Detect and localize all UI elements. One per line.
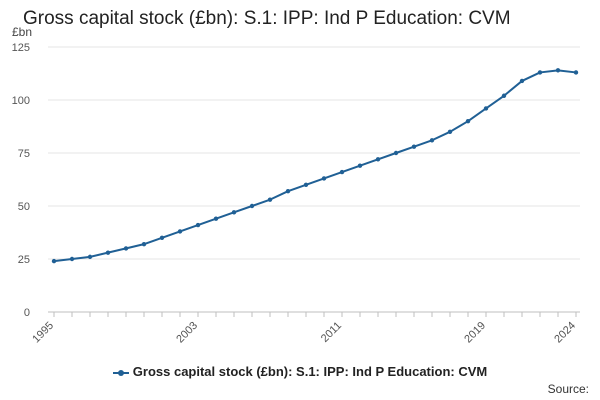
y-tick-label: 50: [18, 201, 30, 213]
x-tick-label: 2019: [462, 320, 488, 346]
y-tick-label: 100: [12, 95, 30, 107]
data-point: [375, 157, 381, 162]
data-point: [195, 222, 201, 228]
data-point: [267, 197, 273, 202]
y-axis-label: £bn: [12, 25, 32, 39]
data-point: [447, 129, 453, 134]
data-point: [69, 256, 75, 262]
data-point: [213, 216, 219, 221]
data-point: [87, 254, 93, 260]
y-tick-label: 25: [18, 254, 30, 266]
data-point: [393, 150, 399, 156]
data-point: [159, 235, 165, 240]
x-tick-label: 2024: [552, 320, 578, 346]
data-point: [501, 93, 507, 98]
data-point: [555, 68, 561, 73]
data-point: [321, 176, 327, 181]
data-point: [105, 250, 111, 255]
data-point: [141, 241, 147, 247]
data-point: [249, 203, 255, 209]
data-point: [537, 70, 543, 75]
y-tick-label: 125: [12, 42, 30, 54]
data-point: [285, 188, 291, 194]
chart-title: Gross capital stock (£bn): S.1: IPP: Ind…: [23, 8, 511, 29]
data-point: [231, 210, 237, 215]
y-tick-label: 75: [18, 148, 30, 160]
data-point: [429, 138, 435, 143]
x-tick-label: 2011: [319, 320, 344, 345]
series-line: [53, 69, 577, 263]
x-tick-label: 2003: [174, 320, 200, 346]
data-point: [177, 229, 183, 234]
legend-swatch: [112, 368, 129, 378]
data-point: [465, 119, 471, 124]
data-point: [123, 246, 129, 251]
data-point: [411, 144, 417, 149]
data-point: [519, 78, 525, 84]
source-label: Source:: [547, 382, 589, 396]
legend-label: Gross capital stock (£bn): S.1: IPP: Ind…: [132, 364, 488, 379]
data-point: [339, 169, 345, 175]
data-point: [357, 163, 363, 168]
data-point: [483, 106, 489, 111]
data-point: [303, 182, 309, 187]
data-point: [51, 258, 57, 264]
y-tick-label: 0: [24, 307, 30, 319]
x-tick-label: 1995: [30, 320, 56, 346]
data-point: [573, 70, 579, 75]
chart-legend: Gross capital stock (£bn): S.1: IPP: Ind…: [0, 364, 600, 379]
